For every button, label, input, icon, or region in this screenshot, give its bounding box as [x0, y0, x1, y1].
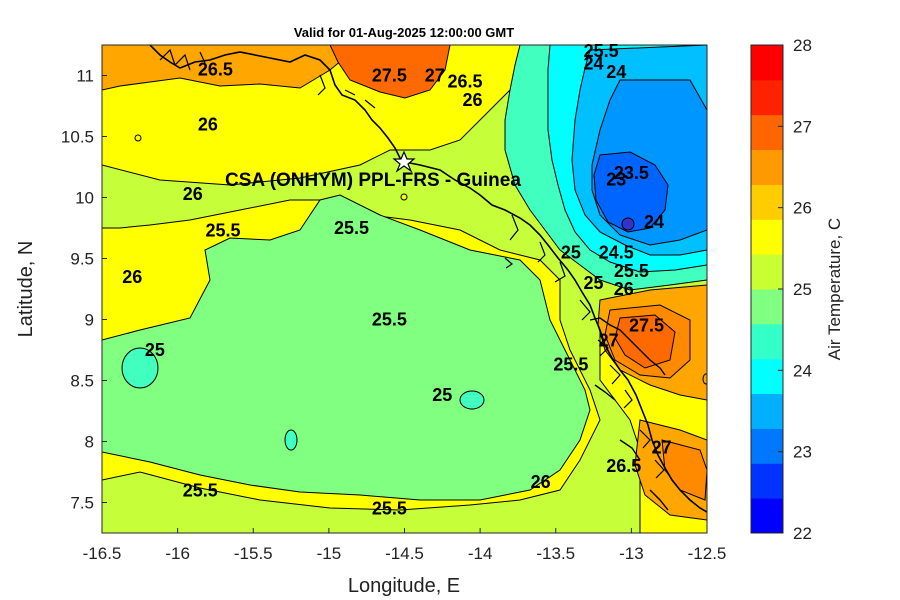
- contour-label: 27.5: [629, 316, 664, 336]
- contour-label: 26: [122, 267, 142, 287]
- colorbar-swatch: [751, 114, 783, 151]
- colorbar: [751, 45, 783, 534]
- colorbar-tick-label: 26: [793, 199, 812, 218]
- contour-label: 27: [652, 438, 672, 458]
- region-green: [102, 194, 591, 501]
- x-tick-label: -14.5: [385, 544, 424, 563]
- contour-label: 26: [531, 472, 551, 492]
- station-marker[interactable]: [392, 150, 416, 173]
- colorbar-swatch: [751, 289, 783, 325]
- contour-label: 26: [183, 184, 203, 204]
- temperature-field: [102, 45, 707, 533]
- contour-label: 26: [463, 90, 483, 110]
- border-detail: [589, 317, 669, 511]
- contour-label: 25.5: [183, 480, 218, 500]
- region-blue2-east: [593, 151, 669, 233]
- contour-label: 26.5: [447, 72, 482, 92]
- contour-label: 26.5: [606, 456, 641, 476]
- contour-label: 25.5: [584, 41, 619, 61]
- colorbar-tick-label: 28: [793, 36, 812, 55]
- contour-label: 24: [584, 53, 604, 73]
- x-tick-label: -16: [165, 544, 190, 563]
- contour-label: 24.5: [599, 243, 634, 263]
- x-tick-label: -13: [619, 544, 644, 563]
- coastline: [149, 45, 707, 513]
- spot-yellow-1: [134, 134, 142, 142]
- x-tick-label: -15: [317, 544, 342, 563]
- colorbar-tick-label: 25: [793, 280, 812, 299]
- contour-label: 23: [606, 169, 626, 189]
- contour-label: 25.5: [614, 261, 649, 281]
- star-icon: [392, 150, 416, 173]
- x-tick-label: -12.5: [688, 544, 727, 563]
- colorbar-tick-label: 22: [793, 524, 812, 543]
- contour-label: 26: [198, 114, 218, 134]
- spot-teal-south: [284, 429, 298, 451]
- y-tick-label: 9: [85, 311, 94, 330]
- y-tick-label: 10.5: [61, 128, 94, 147]
- contour-label: 26.5: [198, 60, 233, 80]
- contour-label: 25.5: [334, 218, 369, 238]
- y-axis: 7.5 8 8.5 9 9.5 10 10.5 11: [61, 67, 107, 513]
- y-tick-label: 7.5: [70, 494, 94, 513]
- contour-label: 25.5: [553, 355, 588, 375]
- y-tick-label: 8: [85, 433, 94, 452]
- colorbar-label: Air Temperature, C: [825, 218, 844, 360]
- y-tick-label: 8.5: [70, 372, 94, 391]
- x-axis-label: Longitude, E: [348, 575, 460, 597]
- spot-teal-west: [121, 347, 159, 389]
- x-tick-label: -15.5: [234, 544, 273, 563]
- contour-label: 27: [425, 66, 445, 86]
- contour-label: 25.5: [372, 310, 407, 330]
- colorbar-swatch: [751, 463, 783, 499]
- colorbar-swatch: [751, 184, 783, 220]
- colorbar-swatch: [751, 393, 783, 429]
- contour-label: 27.5: [372, 66, 407, 86]
- contour-label: 26: [614, 279, 634, 299]
- contour-label: 25.5: [205, 221, 240, 241]
- region-red-southeast: [614, 314, 676, 369]
- colorbar-tick-label: 27: [793, 117, 812, 136]
- colorbar-swatch: [751, 498, 783, 534]
- y-tick-label: 9.5: [70, 250, 94, 269]
- colorbar-swatch: [751, 254, 783, 290]
- colorbar-swatch: [751, 219, 783, 255]
- region-darkorange-north: [329, 45, 451, 99]
- region-darkorange-southeast-2: [661, 439, 707, 501]
- colorbar-swatch: [751, 79, 783, 116]
- y-tick-label: 11: [76, 67, 94, 86]
- colorbar-swatch: [751, 358, 783, 395]
- contour-label: 24: [644, 212, 664, 232]
- station-label: CSA (ONHYM) PPL-FRS - Guinea: [225, 170, 521, 191]
- x-tick-label: -13.5: [536, 544, 575, 563]
- figure-title: Valid for 01-Aug-2025 12:00:00 GMT: [294, 25, 514, 40]
- contour-label: 24: [606, 62, 626, 82]
- x-axis: -16.5 -16 -15.5 -15 -14.5 -14 -13.5 -13 -12.5: [83, 528, 727, 563]
- spot-teal-center: [459, 390, 485, 410]
- contour-label: 25: [432, 385, 452, 405]
- colorbar-swatch: [751, 149, 783, 185]
- colorbar-swatch: [751, 323, 783, 360]
- contour-label: 23.5: [614, 163, 649, 183]
- contour-label: 25: [561, 243, 581, 263]
- x-tick-label: -16.5: [83, 544, 122, 563]
- colorbar-swatch: [751, 45, 783, 81]
- colorbar-swatch: [751, 428, 783, 464]
- colorbar-ticks: 22 23 24 25 26 27 28: [778, 36, 812, 543]
- contour-label: 27: [599, 330, 619, 350]
- coastline-detail: [159, 48, 665, 479]
- minimum-spot: [621, 217, 635, 231]
- spot-orange-edge: [702, 373, 707, 385]
- contour-label: 25: [584, 273, 604, 293]
- x-tick-label: -14: [468, 544, 493, 563]
- colorbar-tick-label: 24: [793, 361, 812, 380]
- contour-label: 25.5: [372, 499, 407, 519]
- colorbar-tick-label: 23: [793, 443, 812, 462]
- spot-yellow-2: [400, 193, 408, 201]
- y-axis-label: Latitude, N: [15, 241, 37, 338]
- y-tick-label: 10: [75, 189, 94, 208]
- contour-label: 25: [145, 340, 165, 360]
